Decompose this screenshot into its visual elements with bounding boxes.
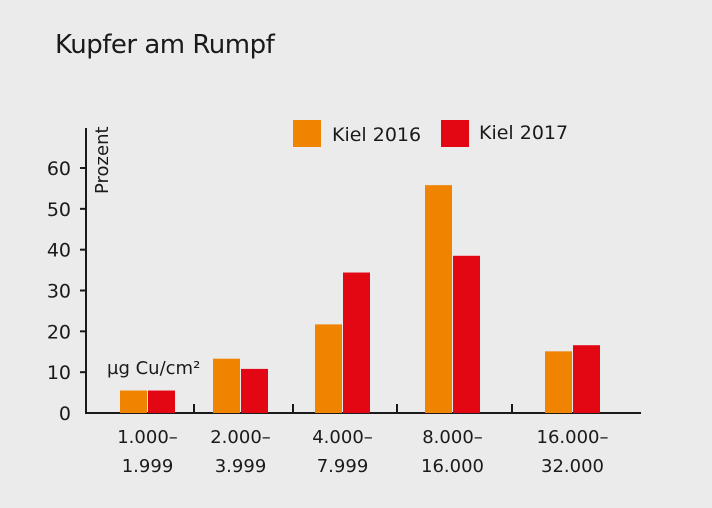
- x-tick-label-line2: 32.000: [541, 456, 604, 477]
- y-tick-label: 0: [59, 403, 71, 425]
- bar-kiel-2016-3: [315, 324, 342, 413]
- unit-label: µg Cu/cm²: [107, 358, 200, 379]
- legend-swatch: [441, 120, 469, 147]
- x-tick-label-line2: 16.000: [421, 456, 484, 477]
- y-tick-label: 40: [47, 240, 71, 262]
- y-tick-label: 50: [47, 199, 71, 221]
- x-tick-label-line1: 2.000–: [210, 427, 271, 448]
- legend-label: Kiel 2016: [332, 124, 421, 146]
- y-axis-label: Prozent: [92, 126, 113, 194]
- bar-kiel-2016-4: [425, 185, 452, 413]
- x-tick-label-line2: 7.999: [317, 456, 369, 477]
- bar-kiel-2016-5: [545, 351, 572, 413]
- y-tick-label: 60: [47, 158, 71, 180]
- legend-label: Kiel 2017: [479, 122, 568, 144]
- x-tick-label-line1: 16.000–: [537, 427, 609, 448]
- y-tick-label: 30: [47, 281, 71, 303]
- x-tick-label-line1: 1.000–: [117, 427, 178, 448]
- bar-kiel-2017-2: [241, 368, 268, 413]
- x-tick-label-line2: 1.999: [122, 456, 174, 477]
- x-tick-label-line1: 4.000–: [312, 427, 373, 448]
- y-tick-label: 10: [47, 362, 71, 384]
- bar-kiel-2016-2: [213, 358, 240, 413]
- bar-kiel-2017-3: [343, 272, 370, 413]
- chart-title: Kupfer am Rumpf: [55, 30, 275, 60]
- bar-kiel-2017-5: [573, 345, 600, 413]
- y-tick-label: 20: [47, 321, 71, 343]
- x-tick-label-line2: 3.999: [215, 456, 267, 477]
- bar-kiel-2017-4: [453, 255, 480, 413]
- legend-swatch: [293, 120, 321, 147]
- x-tick-label-line1: 8.000–: [422, 427, 483, 448]
- bar-kiel-2017-1: [148, 390, 175, 413]
- bar-kiel-2016-1: [120, 390, 147, 413]
